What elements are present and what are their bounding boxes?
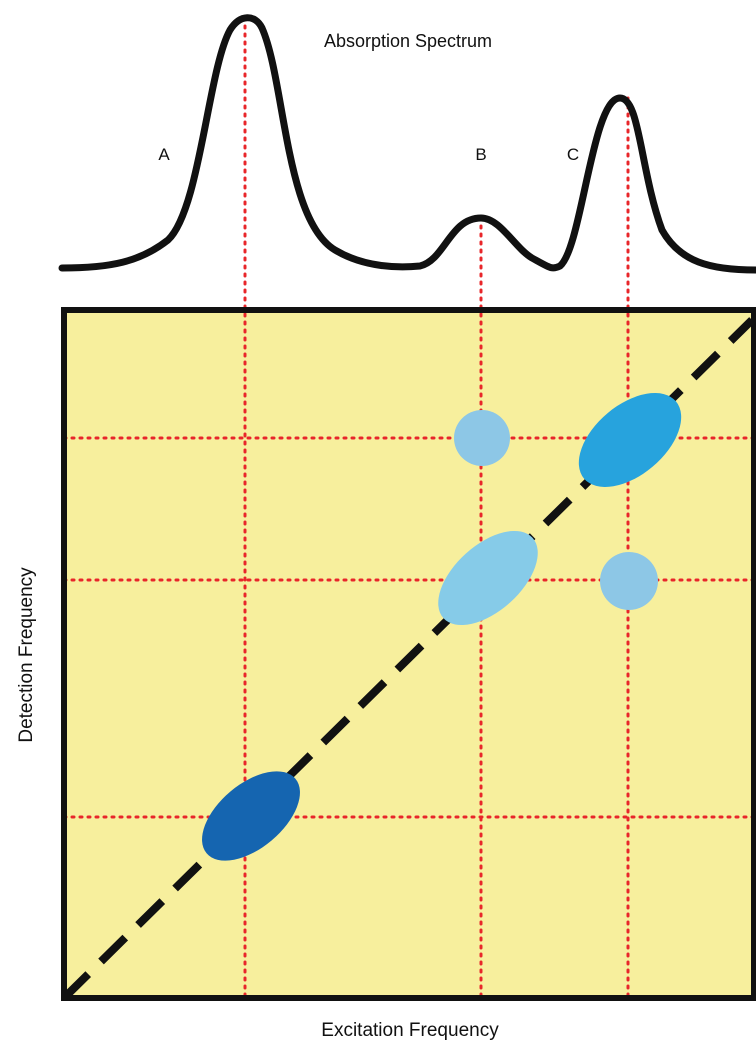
diagonal-peak-c: [578, 393, 682, 487]
peak-label-b: B: [475, 145, 486, 164]
cross-peak-c-b: [600, 552, 658, 610]
y-axis-label: Detection Frequency: [16, 567, 37, 743]
spectrum-title: Absorption Spectrum: [324, 31, 492, 51]
x-axis-label: Excitation Frequency: [321, 1020, 499, 1041]
absorption-spectrum-curve: [58, 14, 756, 274]
peak-label-c: C: [567, 145, 579, 164]
diagonal-peak-a: [202, 771, 300, 861]
diagonal-peak-b: [438, 530, 538, 626]
peak-label-a: A: [158, 145, 170, 164]
2d-plot-border: [61, 307, 756, 1001]
cross-peak-b-c: [454, 410, 510, 466]
